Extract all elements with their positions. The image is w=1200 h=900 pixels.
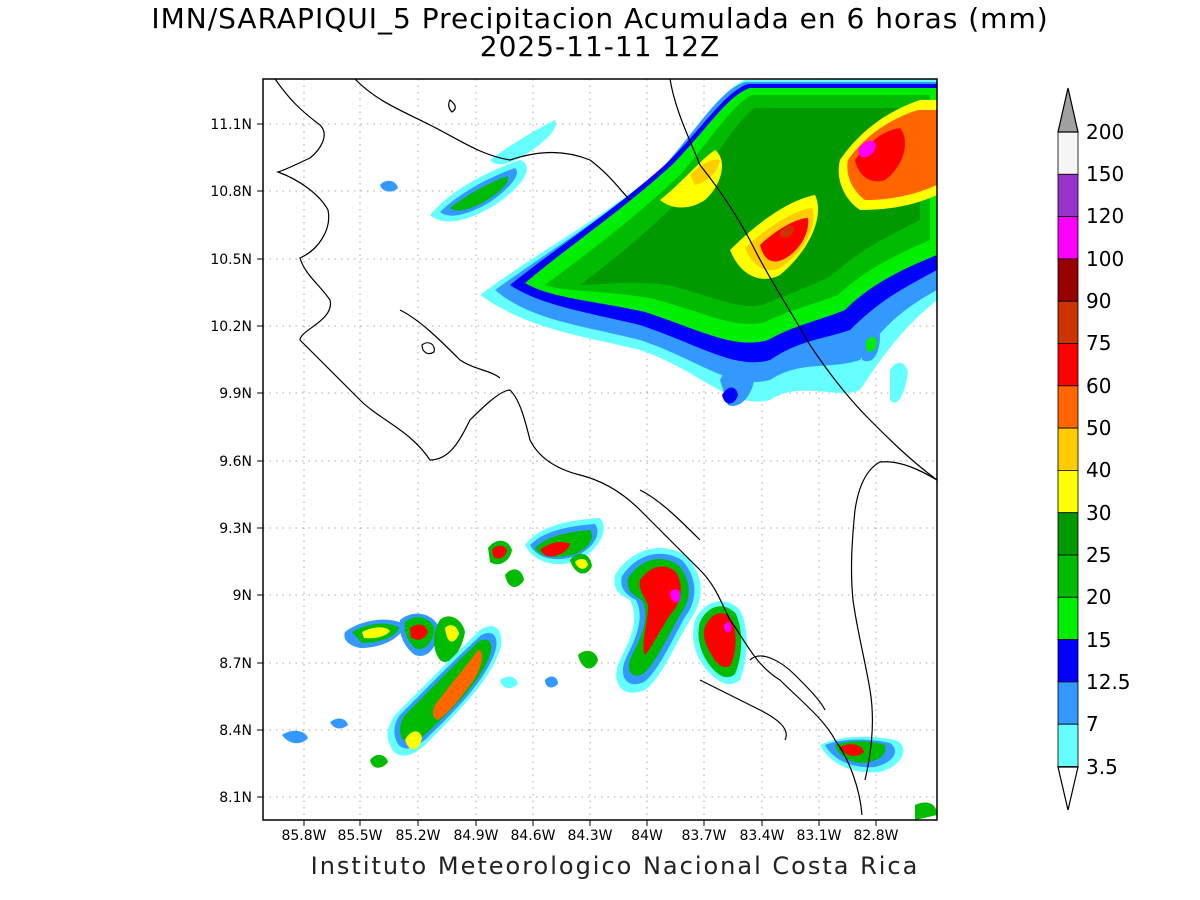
- colorbar-swatch: [1057, 216, 1079, 260]
- lon-tick-label: 85.5W: [337, 828, 382, 844]
- lon-tick-label: 84.6W: [510, 828, 555, 844]
- colorbar-swatch: [1057, 343, 1079, 387]
- colorbar-label: 12.5: [1086, 670, 1131, 694]
- colorbar-label: 25: [1086, 543, 1111, 567]
- colorbar-swatch: [1057, 469, 1079, 514]
- colorbar-label: 40: [1086, 458, 1111, 482]
- lon-tick-label: 84.9W: [453, 828, 498, 844]
- map-title: IMN/SARAPIQUI_5 Precipitacion Acumulada …: [151, 2, 1049, 35]
- colorbar-swatch: [1057, 554, 1079, 598]
- colorbar-label: 60: [1086, 374, 1111, 398]
- colorbar-swatch: [1057, 639, 1079, 683]
- lat-tick-label: 9.3N: [219, 521, 252, 537]
- colorbar-swatch: [1057, 300, 1079, 344]
- coastlines: [274, 79, 937, 816]
- colorbar-label: 30: [1086, 501, 1111, 525]
- colorbar-swatch: [1057, 681, 1079, 725]
- lon-tick-label: 85.2W: [395, 828, 440, 844]
- lat-tick-label: 10.8N: [210, 184, 252, 200]
- map-subtitle-date: 2025-11-11 12Z: [479, 30, 721, 63]
- lat-tick-label: 10.2N: [210, 319, 252, 335]
- lat-tick-label: 10.5N: [210, 252, 252, 268]
- map-frame: [262, 78, 938, 821]
- longitude-axis: 85.8W 85.5W 85.2W 84.9W 84.6W 84.3W 84W …: [281, 828, 898, 844]
- colorbar-label: 7: [1086, 712, 1099, 736]
- colorbar-label: 75: [1086, 331, 1111, 355]
- colorbar-label: 90: [1086, 289, 1111, 313]
- colorbar-label: 15: [1086, 628, 1111, 652]
- precip-cells-south: [282, 518, 937, 820]
- lon-tick-label: 85.8W: [281, 828, 326, 844]
- precip-fields: [274, 79, 937, 820]
- lon-tick-label: 82.8W: [853, 828, 898, 844]
- colorbar-label: 120: [1086, 204, 1124, 228]
- lat-tick-label: 9.9N: [219, 386, 252, 402]
- lat-tick-label: 9N: [233, 588, 252, 604]
- colorbar-top-arrow: [1057, 87, 1079, 133]
- lat-tick-label: 11.1N: [210, 117, 252, 133]
- colorbar-swatch: [1057, 173, 1079, 218]
- colorbar-label: 50: [1086, 416, 1111, 440]
- colorbar-swatch: [1057, 427, 1079, 471]
- lat-tick-label: 8.1N: [219, 790, 252, 806]
- colorbar-bottom-arrow: [1057, 766, 1079, 811]
- colorbar-swatches: [1057, 131, 1079, 767]
- colorbar: 200 150 120 100 90 75 60 50 40 30 25 20 …: [1057, 87, 1131, 811]
- colorbar-swatch: [1057, 596, 1079, 640]
- lon-tick-label: 83.1W: [796, 828, 841, 844]
- lat-tick-label: 8.4N: [219, 723, 252, 739]
- colorbar-label: 100: [1086, 247, 1124, 271]
- lon-tick-label: 83.4W: [739, 828, 784, 844]
- colorbar-labels: 200 150 120 100 90 75 60 50 40 30 25 20 …: [1086, 120, 1131, 779]
- colorbar-label: 200: [1086, 120, 1124, 144]
- colorbar-swatch: [1057, 512, 1079, 556]
- colorbar-swatch: [1057, 385, 1079, 429]
- colorbar-swatch: [1057, 723, 1079, 767]
- lon-tick-label: 84.3W: [567, 828, 612, 844]
- lat-tick-label: 9.6N: [219, 454, 252, 470]
- colorbar-label: 150: [1086, 162, 1124, 186]
- credit-footer: Instituto Meteorologico Nacional Costa R…: [310, 852, 920, 880]
- colorbar-label: 20: [1086, 585, 1111, 609]
- lon-tick-label: 83.7W: [681, 828, 726, 844]
- colorbar-swatch: [1057, 258, 1079, 302]
- colorbar-swatch: [1057, 131, 1079, 175]
- precip-band-north: [380, 79, 937, 406]
- map-panel: [257, 78, 938, 826]
- lat-tick-label: 8.7N: [219, 656, 252, 672]
- latitude-axis: 11.1N 10.8N 10.5N 10.2N 9.9N 9.6N 9.3N 9…: [210, 117, 252, 806]
- colorbar-label: 3.5: [1086, 755, 1118, 779]
- lon-tick-label: 84W: [631, 828, 663, 844]
